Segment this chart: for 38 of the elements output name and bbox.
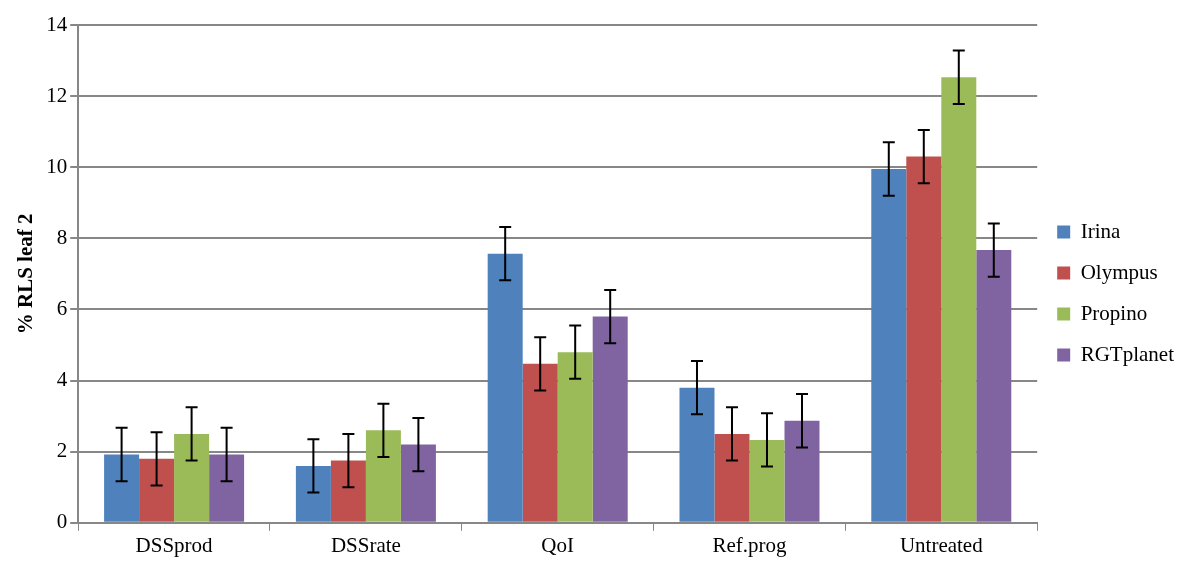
x-tick-label: DSSprod — [135, 532, 214, 557]
bar — [906, 156, 942, 522]
bar — [679, 387, 715, 522]
y-tick-label: 10 — [46, 153, 68, 178]
x-tick-label: QoI — [541, 532, 575, 557]
bar — [941, 77, 977, 522]
bar — [139, 458, 175, 522]
x-tick-label: Ref.prog — [712, 532, 788, 557]
y-axis-title: % RLS leaf 2 — [13, 213, 38, 335]
y-tick-label: 4 — [56, 367, 68, 392]
y-tick-label: 14 — [46, 11, 68, 36]
y-tick-label: 12 — [46, 82, 68, 107]
bar — [330, 460, 366, 522]
bar — [871, 169, 907, 522]
bar — [714, 433, 750, 522]
legend-label: RGTplanet — [1080, 341, 1175, 366]
bar — [557, 352, 593, 522]
legend-label: Irina — [1080, 218, 1122, 243]
x-tick-label: Untreated — [899, 532, 984, 557]
bar — [522, 363, 558, 522]
bar — [784, 420, 820, 522]
bar — [487, 253, 523, 522]
bar — [174, 433, 210, 522]
legend-label: Olympus — [1080, 259, 1158, 284]
legend-label: Propino — [1080, 300, 1148, 325]
x-tick-label: DSSrate — [330, 532, 401, 557]
y-tick-label: 2 — [56, 438, 68, 463]
bar — [104, 454, 140, 522]
bar — [365, 430, 401, 522]
bar — [592, 316, 628, 522]
bar — [209, 454, 245, 522]
bar — [400, 444, 436, 522]
bar — [976, 250, 1012, 522]
y-tick-label: 8 — [56, 224, 68, 249]
bar — [295, 465, 331, 522]
bar — [749, 439, 785, 522]
y-tick-label: 6 — [56, 295, 68, 320]
y-tick-label: 0 — [56, 509, 68, 534]
